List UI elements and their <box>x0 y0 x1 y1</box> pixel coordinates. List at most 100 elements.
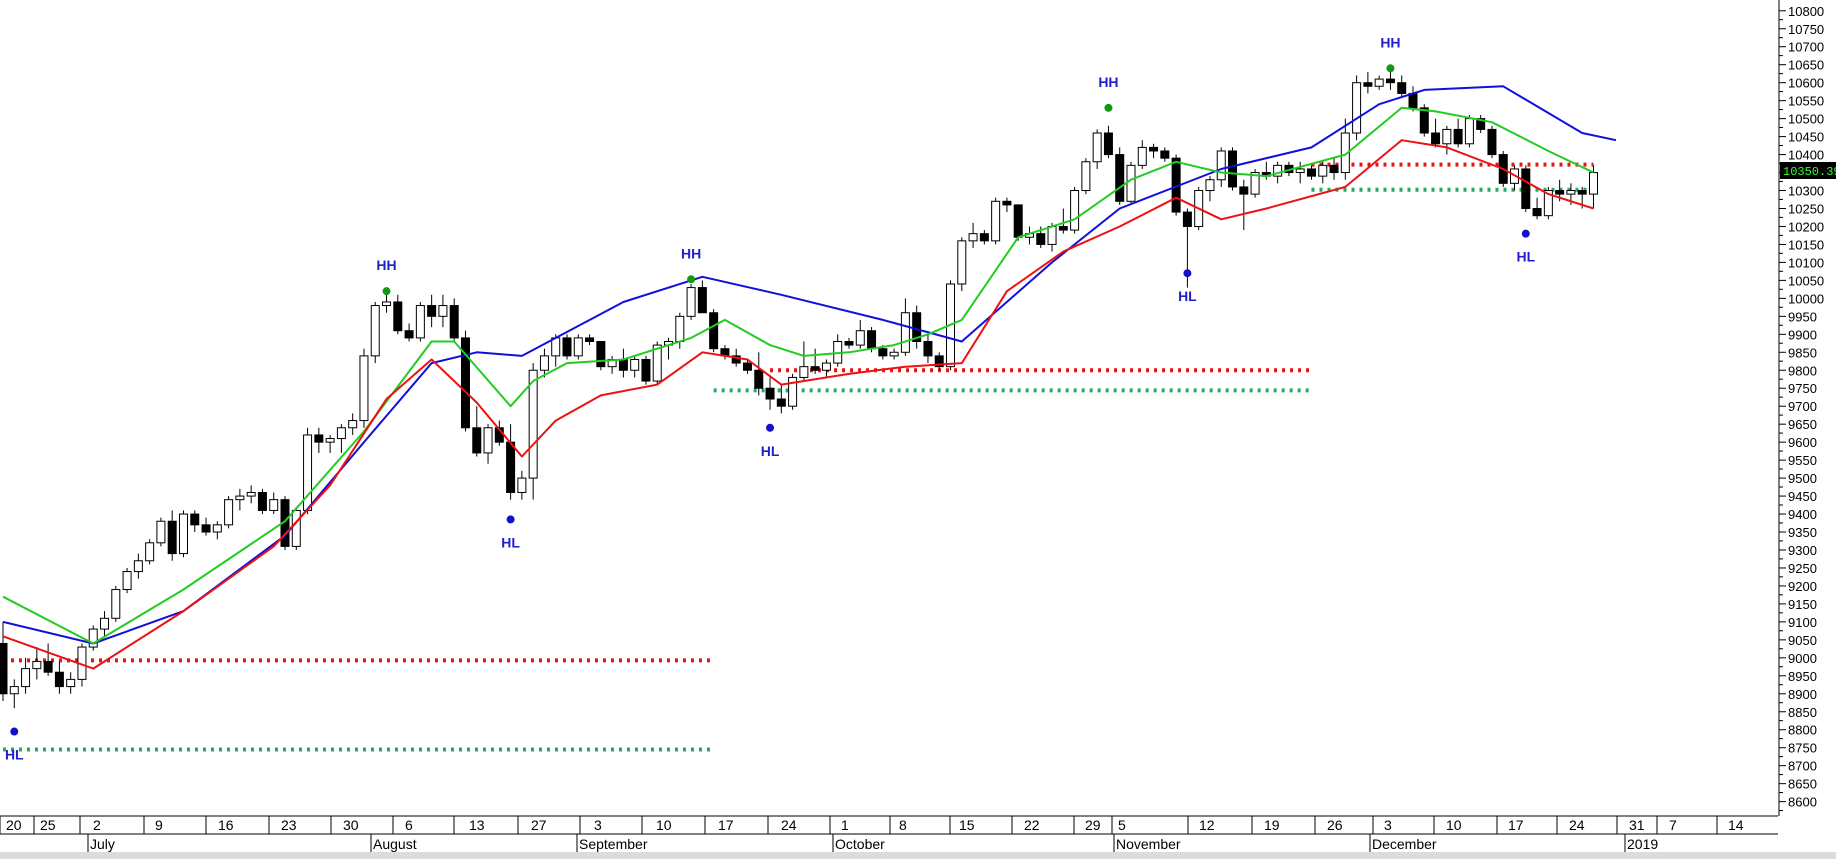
y-tick-label: 10750 <box>1788 22 1824 37</box>
candle-body <box>1002 200 1012 206</box>
candle-body <box>314 434 324 443</box>
candle-body <box>855 330 865 346</box>
x-tick-label: 17 <box>1508 817 1524 833</box>
candle-body <box>1352 82 1362 134</box>
swing-labels: HL HH HL HH HL HH HL HH HL <box>5 34 1536 762</box>
candle-body <box>506 441 516 493</box>
candle-body <box>483 427 493 454</box>
y-tick-label: 8650 <box>1788 777 1817 792</box>
candle-body <box>1070 190 1080 231</box>
candle-body <box>21 668 31 688</box>
y-tick-label: 9000 <box>1788 651 1817 666</box>
x-tick-label: 8 <box>899 817 907 833</box>
x-tick-label: 19 <box>1264 817 1280 833</box>
candle-body <box>415 305 425 339</box>
candle-body <box>449 305 459 339</box>
swing-label-3: HL <box>501 534 520 550</box>
candle-body <box>156 520 166 544</box>
x-tick-label: 9 <box>155 817 163 833</box>
candle-body <box>742 362 752 371</box>
candle-body <box>810 366 820 371</box>
x-tick-label: 7 <box>1669 817 1677 833</box>
candle-body <box>359 355 369 422</box>
y-tick-label: 10650 <box>1788 58 1824 73</box>
candle-body <box>427 305 437 317</box>
candle-body <box>957 240 967 285</box>
x-month-label: August <box>373 836 417 852</box>
candle-body <box>562 337 572 357</box>
candle-body <box>878 348 888 357</box>
candle-body <box>754 369 764 389</box>
candle-body <box>991 200 1001 242</box>
x-tick-label: 30 <box>343 817 359 833</box>
candle-body <box>438 305 448 317</box>
y-tick-label: 9550 <box>1788 453 1817 468</box>
swing-label-4: HH <box>681 245 701 261</box>
x-tick-label: 29 <box>1085 817 1101 833</box>
y-tick-label: 10200 <box>1788 219 1824 234</box>
y-tick-label: 9950 <box>1788 309 1817 324</box>
candle-body <box>968 233 978 242</box>
candle-body <box>336 427 346 440</box>
candle-body <box>404 330 414 339</box>
candle-body <box>675 315 685 342</box>
ma-line-3 <box>2 139 1594 670</box>
candle-body <box>1476 118 1486 130</box>
y-tick-label: 10000 <box>1788 291 1824 306</box>
candle-body <box>1250 172 1260 195</box>
candle-body <box>1329 164 1339 174</box>
candle-body <box>1340 132 1350 174</box>
x-tick-label: 25 <box>40 817 56 833</box>
y-axis-panel <box>1778 0 1836 859</box>
candle-body <box>1126 164 1136 202</box>
y-tick-label: 8600 <box>1788 795 1817 810</box>
candle-body <box>709 312 719 350</box>
x-month-label: November <box>1116 836 1181 852</box>
x-tick-label: 3 <box>594 817 602 833</box>
y-tick-label: 9300 <box>1788 543 1817 558</box>
candle-body <box>167 520 177 555</box>
candle-body <box>1318 164 1328 177</box>
candle-body <box>1205 179 1215 192</box>
y-tick-label: 9150 <box>1788 597 1817 612</box>
candle-body <box>1566 190 1576 195</box>
candle-body <box>765 387 775 400</box>
candle-body <box>923 340 933 357</box>
candle-body <box>1047 225 1057 245</box>
candle-body <box>291 509 301 547</box>
y-tick-label: 10050 <box>1788 273 1824 288</box>
x-tick-label: 10 <box>656 817 672 833</box>
candle-body <box>1160 150 1170 159</box>
candle-body <box>1588 172 1598 195</box>
candle-body <box>1058 225 1068 231</box>
swing-marker-4 <box>687 275 696 284</box>
x-month-label: September <box>579 836 648 852</box>
candle-body <box>1408 92 1418 109</box>
x-tick-label: 2 <box>93 817 101 833</box>
x-axis: 20 25 2 9 16 23 30 6 13 27 3 10 17 24 1 8 15 22 29 5 12 19 26 3… <box>0 815 1836 859</box>
candle-body <box>652 344 662 382</box>
candle-body <box>54 671 64 688</box>
last-price-label: 10350.39 <box>1783 165 1836 179</box>
y-tick-label: 8700 <box>1788 759 1817 774</box>
swing-marker-7 <box>1183 269 1192 278</box>
y-tick-label: 10500 <box>1788 112 1824 127</box>
x-tick-label: 13 <box>469 817 485 833</box>
ma-line-1 <box>2 85 1617 645</box>
swing-marker-1 <box>10 727 19 736</box>
x-tick-label: 12 <box>1199 817 1215 833</box>
y-axis: 8600 8650 8700 8750 8800 8850 8900 8950 9000 9050… <box>1778 0 1836 859</box>
candle-body <box>257 491 267 511</box>
candle-body <box>1521 168 1531 209</box>
candle-body <box>1555 190 1565 195</box>
candle-body <box>1103 132 1113 156</box>
candle-body <box>618 358 628 371</box>
swing-marker-6 <box>1104 103 1113 112</box>
candle-body <box>596 340 606 368</box>
y-tick-label: 9100 <box>1788 615 1817 630</box>
x-tick-label: 1 <box>841 817 849 833</box>
x-tick-label: 26 <box>1327 817 1343 833</box>
candle-body <box>100 617 110 630</box>
x-tick-label: 15 <box>959 817 975 833</box>
